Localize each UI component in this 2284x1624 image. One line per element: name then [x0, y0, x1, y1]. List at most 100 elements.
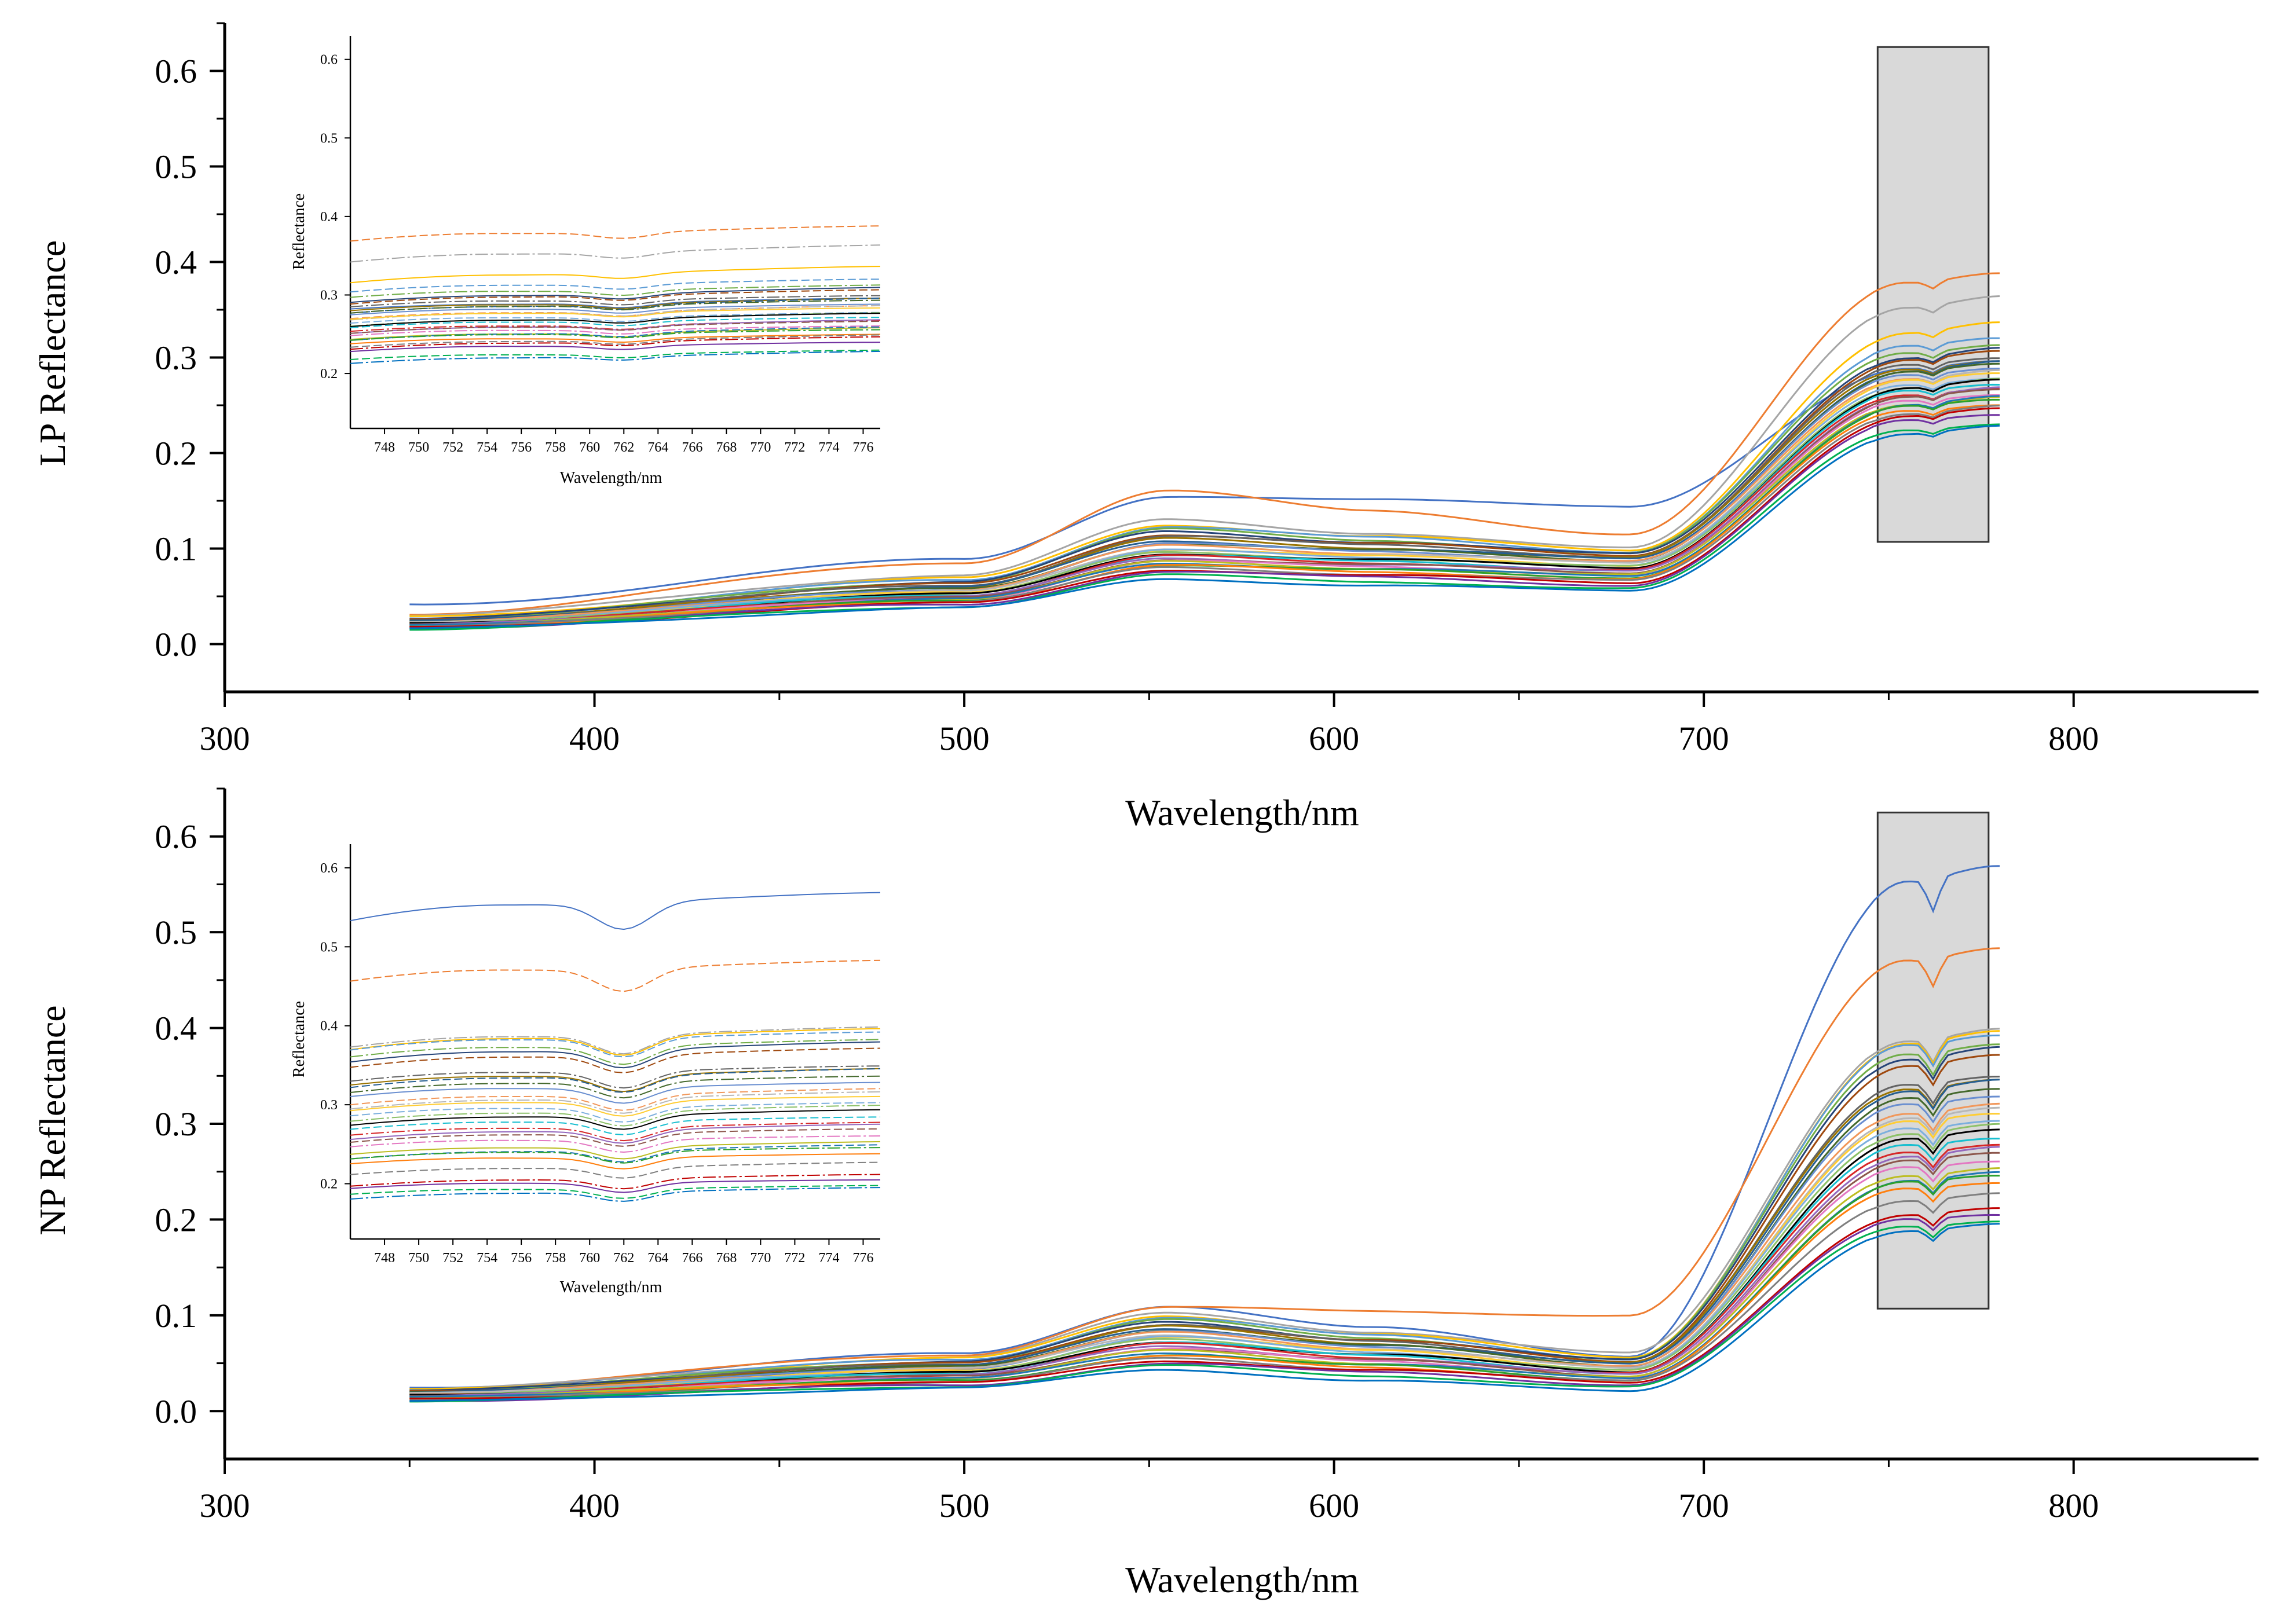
np-inset-series-line: [350, 1123, 881, 1144]
np-inset-x-tick-label: 764: [647, 1251, 668, 1266]
lp-x-tick-label: 500: [939, 720, 990, 757]
lp-x-tick-label: 800: [2048, 720, 2099, 757]
lp-inset-x-tick-label: 776: [852, 440, 873, 455]
np-inset-series-line: [350, 1047, 881, 1073]
np-inset-series-line: [350, 959, 881, 992]
lp-y-tick-label: 0.0: [155, 626, 197, 663]
lp-inset-series-line: [350, 333, 881, 344]
lp-y-tick-label: 0.5: [155, 148, 197, 186]
np-inset-y-tick-label: 0.4: [320, 1019, 338, 1034]
lp-inset-y-tick-label: 0.6: [320, 53, 338, 68]
np-inset-series-line: [350, 1095, 881, 1117]
np-inset-x-tick-label: 760: [579, 1251, 600, 1266]
np-series-line: [409, 865, 2000, 1389]
np-y-tick-label: 0.6: [155, 818, 197, 856]
np-inset-series-line: [350, 1105, 881, 1127]
lp-inset-series-line: [350, 350, 881, 364]
lp-inset-series-line: [350, 289, 881, 305]
lp-inset-series-line: [350, 278, 881, 293]
np-inset-y-tick-label: 0.2: [320, 1177, 338, 1192]
lp-inset-series-line: [350, 321, 881, 334]
lp-inset-x-tick-label: 762: [613, 440, 634, 455]
np-y-axis-title: NP Reflectance: [32, 1005, 73, 1235]
np-inset-series-line: [350, 1128, 881, 1147]
np-inset-x-tick-label: 750: [408, 1251, 429, 1266]
lp-y-tick-label: 0.6: [155, 53, 197, 90]
lp-inset-series-line: [350, 303, 881, 316]
lp-x-tick-label: 600: [1309, 720, 1359, 757]
np-series-line: [409, 1192, 2000, 1401]
lp-x-axis-title: Wavelength/nm: [1125, 792, 1359, 833]
lp-inset-series-line: [350, 313, 881, 328]
lp-inset-x-tick-label: 754: [477, 440, 497, 455]
np-inset-series-line: [350, 892, 881, 930]
lp-series-line: [409, 357, 2000, 622]
lp-inset-series-line: [350, 307, 881, 320]
lp-x-tick-label: 400: [569, 720, 620, 757]
np-x-tick-label: 400: [569, 1487, 620, 1524]
np-inset-x-tick-label: 768: [716, 1251, 737, 1266]
np-inset-series-line: [350, 1102, 881, 1123]
lp-y-tick-label: 0.3: [155, 339, 197, 377]
np-inset-x-tick-label: 762: [613, 1251, 634, 1266]
np-x-tick-label: 700: [1679, 1487, 1729, 1524]
np-series-line: [409, 1182, 2000, 1401]
np-inset-series-line: [350, 1185, 881, 1199]
lp-highlight-region: [1876, 46, 1990, 543]
lp-inset-series-line: [350, 329, 881, 341]
np-inset-y-axis-title: Reflectance: [290, 1001, 308, 1077]
lp-inset-series-line: [350, 349, 881, 360]
np-inset-series-line: [350, 1091, 881, 1114]
np-series-line: [409, 1028, 2000, 1391]
np-inset-x-tick-label: 754: [477, 1251, 497, 1266]
np-y-tick-label: 0.1: [155, 1297, 197, 1335]
lp-y-tick-label: 0.2: [155, 435, 197, 472]
np-series-line: [409, 947, 2000, 1391]
lp-inset-y-tick-label: 0.3: [320, 288, 338, 303]
np-y-tick-label: 0.0: [155, 1392, 197, 1430]
lp-y-axis-title: LP Reflectance: [32, 240, 73, 466]
np-series-line: [409, 1143, 2000, 1399]
lp-inset-series-line: [350, 266, 881, 284]
np-series-line: [409, 1079, 2000, 1395]
lp-x-tick-label: 700: [1679, 720, 1729, 757]
lp-inset-x-tick-label: 774: [818, 440, 839, 455]
lp-series-line: [409, 386, 2000, 625]
lp-inset-x-tick-label: 748: [374, 440, 395, 455]
lp-series-line: [409, 344, 2000, 622]
lp-inset-y-tick-label: 0.5: [320, 131, 338, 146]
lp-inset-series-line: [350, 311, 881, 324]
lp-inset-x-tick-label: 756: [511, 440, 532, 455]
lp-inset-series-line: [350, 295, 881, 307]
np-inset-x-tick-label: 774: [818, 1251, 839, 1266]
np-y-tick-label: 0.5: [155, 914, 197, 951]
lp-series-line: [409, 396, 2000, 628]
np-inset-x-tick-label: 752: [442, 1251, 463, 1266]
np-y-tick-label: 0.3: [155, 1105, 197, 1143]
np-x-tick-label: 300: [200, 1487, 250, 1524]
lp-inset-series-line: [350, 244, 881, 263]
lp-inset-x-tick-label: 758: [545, 440, 566, 455]
lp-series-line: [409, 405, 2000, 628]
np-inset-series-line: [350, 1065, 881, 1089]
lp-series-line: [409, 377, 2000, 625]
lp-inset-series-line: [350, 299, 881, 314]
np-inset-x-axis-title: Wavelength/nm: [560, 1278, 662, 1296]
np-inset-series-line: [350, 1135, 881, 1153]
lp-inset-series-line: [350, 342, 881, 353]
lp-series-line: [409, 360, 2000, 623]
lp-x-tick-label: 300: [200, 720, 250, 757]
np-inset-series-line: [350, 1174, 881, 1190]
np-inset-y-tick-label: 0.3: [320, 1098, 338, 1113]
lp-inset-series-line: [350, 317, 881, 328]
np-series-line: [409, 1167, 2000, 1399]
lp-series-line: [409, 424, 2000, 629]
lp-inset-x-tick-label: 764: [647, 440, 668, 455]
np-inset-series-line: [350, 1041, 881, 1069]
np-inset-series-line: [350, 1028, 881, 1056]
np-inset-series-line: [350, 1147, 881, 1164]
lp-series-line: [409, 360, 2000, 606]
lp-inset-y-axis-title: Reflectance: [290, 193, 308, 270]
np-series-line: [409, 1102, 2000, 1395]
